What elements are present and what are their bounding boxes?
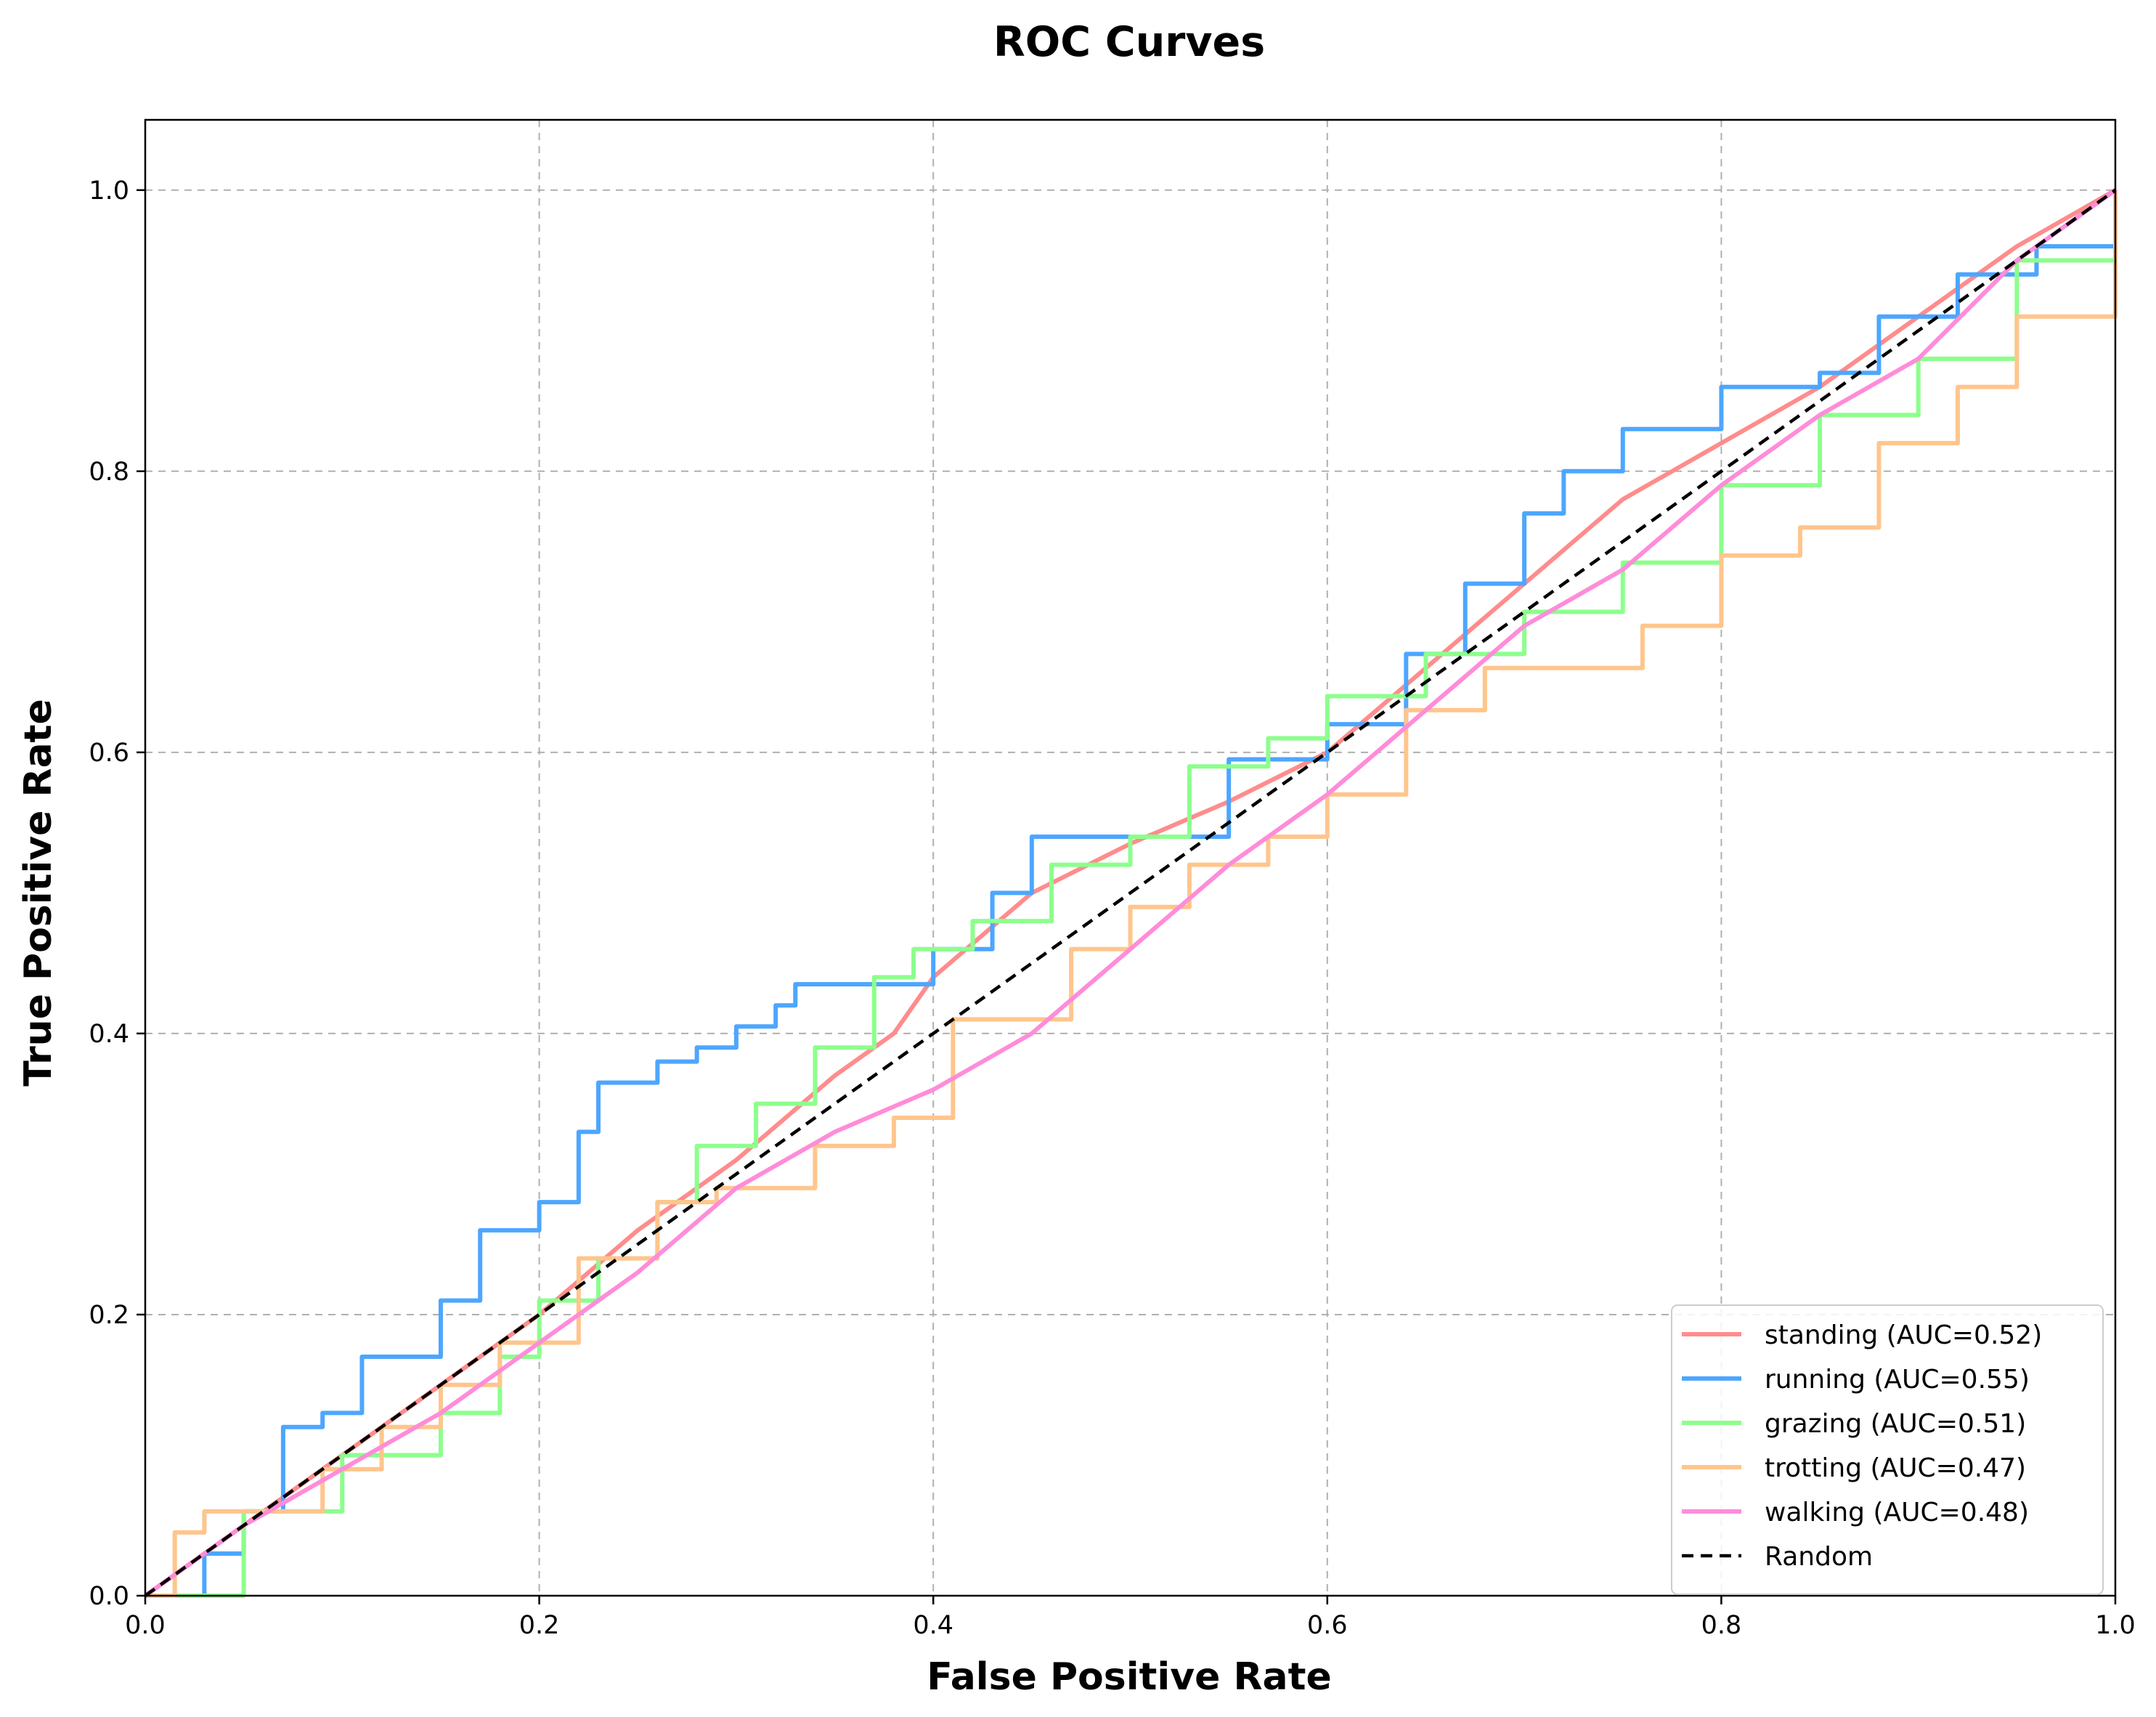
series-line-4 <box>144 188 2117 1598</box>
y-tick-label: 0.4 <box>89 1020 129 1049</box>
x-tick-label: 0.6 <box>1307 1611 1348 1640</box>
legend-label: standing (AUC=0.52) <box>1765 1320 2042 1350</box>
x-tick-label: 1.0 <box>2095 1611 2136 1640</box>
legend-label: trotting (AUC=0.47) <box>1765 1453 2026 1483</box>
series-lines <box>144 188 2118 1598</box>
y-axis-label: True Positive Rate <box>17 699 60 1087</box>
series-line-2 <box>145 190 2118 1598</box>
y-tick-label: 0.0 <box>89 1582 129 1611</box>
x-axis-label: False Positive Rate <box>927 1655 1332 1699</box>
series-line-5 <box>144 188 2117 1597</box>
legend-box <box>1671 1304 2104 1595</box>
series-line-1 <box>145 190 2118 1598</box>
legend: standing (AUC=0.52) running (AUC=0.55) gra… <box>1671 1304 2104 1595</box>
series-line-3 <box>145 190 2118 1598</box>
chart-title: ROC Curves <box>993 18 1265 66</box>
x-tick-label: 0.8 <box>1701 1611 1742 1640</box>
axis-ticks: 0.0 0.2 0.4 0.6 0.8 1.0 0.0 0.2 0.4 0.6 0.8 1.0 <box>89 176 2136 1640</box>
y-tick-label: 0.2 <box>89 1301 129 1330</box>
y-tick-label: 0.6 <box>89 739 129 768</box>
legend-label: walking (AUC=0.48) <box>1765 1498 2029 1527</box>
legend-label: Random <box>1765 1542 1873 1572</box>
legend-label: running (AUC=0.55) <box>1765 1365 2030 1395</box>
y-tick-label: 0.8 <box>89 458 129 487</box>
legend-label: grazing (AUC=0.51) <box>1765 1409 2026 1439</box>
x-tick-label: 0.0 <box>125 1611 166 1640</box>
y-tick-label: 1.0 <box>89 176 129 206</box>
plot-frame <box>144 118 2117 1597</box>
x-tick-label: 0.4 <box>913 1611 953 1640</box>
x-tick-label: 0.2 <box>519 1611 560 1640</box>
